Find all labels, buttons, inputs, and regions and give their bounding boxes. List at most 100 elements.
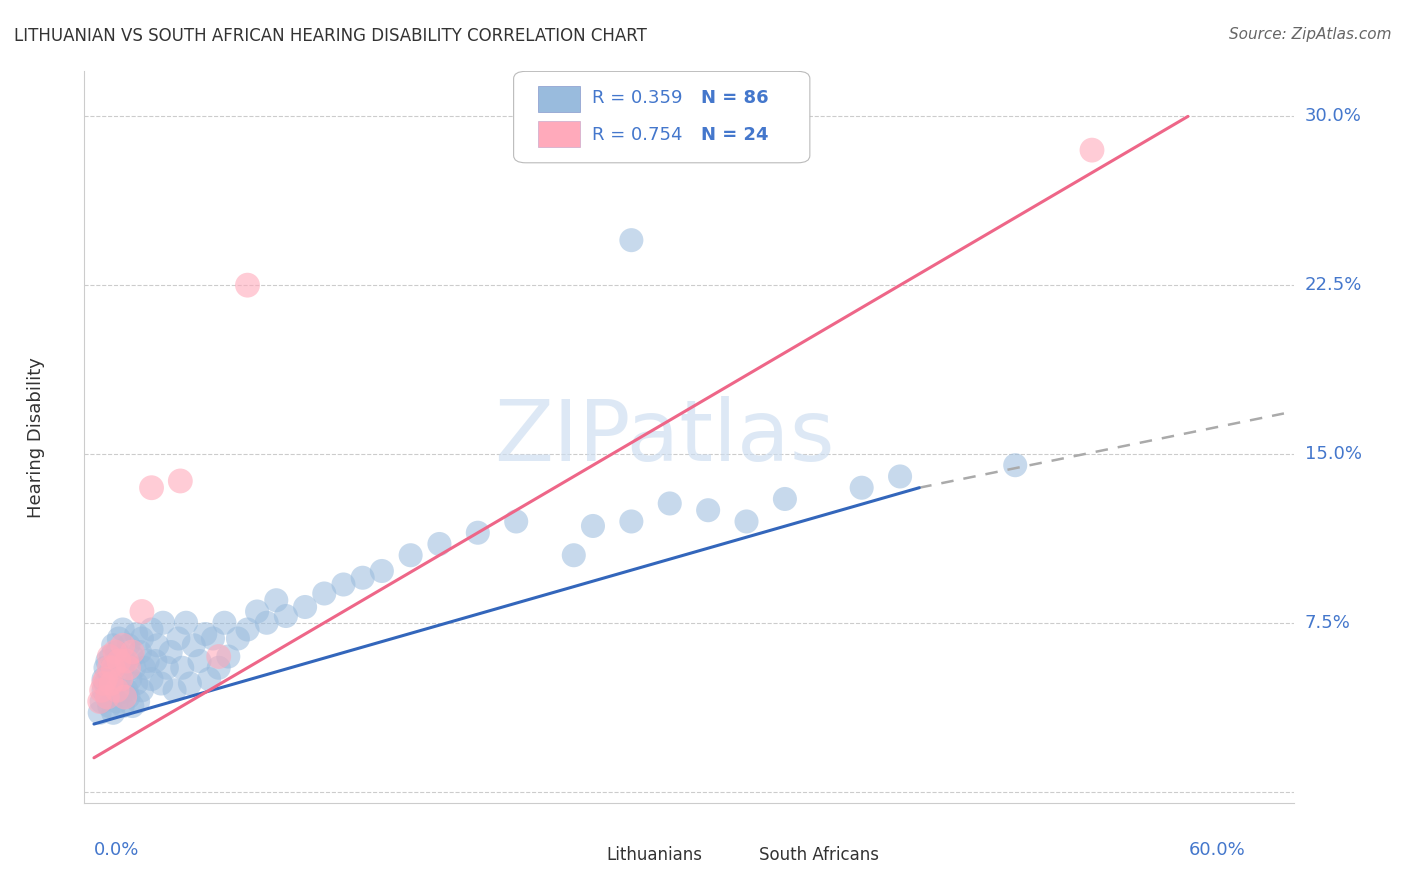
Point bbox=[110, 672, 132, 686]
Point bbox=[98, 661, 121, 675]
Point bbox=[179, 676, 201, 690]
Point bbox=[117, 661, 139, 675]
Point bbox=[582, 519, 605, 533]
Point bbox=[562, 548, 585, 562]
Point bbox=[194, 627, 217, 641]
Point bbox=[94, 672, 117, 686]
Point bbox=[169, 474, 191, 488]
Point bbox=[111, 699, 134, 714]
Text: 22.5%: 22.5% bbox=[1305, 277, 1362, 294]
Bar bbox=[538, 86, 581, 112]
Point bbox=[96, 690, 118, 704]
Point bbox=[620, 515, 643, 529]
Point bbox=[236, 278, 259, 293]
Text: Lithuanians: Lithuanians bbox=[607, 847, 703, 864]
Point bbox=[274, 609, 297, 624]
Point bbox=[163, 683, 186, 698]
Point bbox=[246, 605, 269, 619]
Point bbox=[889, 469, 911, 483]
Point bbox=[121, 699, 143, 714]
Point bbox=[256, 615, 278, 630]
Point bbox=[114, 654, 136, 668]
Point bbox=[111, 661, 134, 675]
Point bbox=[429, 537, 451, 551]
Point bbox=[236, 623, 259, 637]
Point bbox=[1081, 143, 1104, 157]
Point bbox=[399, 548, 422, 562]
Point bbox=[94, 676, 117, 690]
Point bbox=[174, 615, 197, 630]
Point bbox=[697, 503, 720, 517]
Point bbox=[141, 481, 163, 495]
Text: N = 86: N = 86 bbox=[702, 89, 769, 107]
Point bbox=[136, 654, 159, 668]
Point bbox=[167, 632, 190, 646]
Text: LITHUANIAN VS SOUTH AFRICAN HEARING DISABILITY CORRELATION CHART: LITHUANIAN VS SOUTH AFRICAN HEARING DISA… bbox=[14, 27, 647, 45]
Point bbox=[208, 661, 231, 675]
Point bbox=[314, 586, 336, 600]
Point bbox=[93, 676, 115, 690]
Point bbox=[108, 672, 131, 686]
Point bbox=[132, 661, 155, 675]
Point bbox=[352, 571, 374, 585]
Text: R = 0.754: R = 0.754 bbox=[592, 126, 683, 144]
Text: 7.5%: 7.5% bbox=[1305, 614, 1351, 632]
Point bbox=[115, 683, 138, 698]
Point bbox=[101, 706, 124, 720]
Point bbox=[111, 623, 134, 637]
Point bbox=[121, 649, 143, 664]
Point bbox=[294, 599, 316, 614]
Point bbox=[201, 632, 224, 646]
Point bbox=[101, 661, 124, 675]
Point bbox=[773, 491, 796, 506]
Point bbox=[104, 645, 127, 659]
Point bbox=[100, 681, 122, 695]
Point bbox=[105, 645, 128, 659]
Point bbox=[115, 654, 138, 668]
Point bbox=[159, 645, 181, 659]
Point bbox=[214, 615, 236, 630]
Point bbox=[131, 605, 153, 619]
Point bbox=[105, 694, 128, 708]
Point bbox=[156, 661, 179, 675]
Point bbox=[146, 638, 169, 652]
Bar bbox=[725, 846, 752, 867]
Point bbox=[89, 694, 111, 708]
Point bbox=[266, 593, 288, 607]
Point bbox=[98, 699, 121, 714]
Point bbox=[96, 690, 118, 704]
Point bbox=[145, 654, 167, 668]
Point bbox=[93, 672, 115, 686]
Point bbox=[198, 672, 221, 686]
Point bbox=[114, 690, 136, 704]
Point bbox=[131, 683, 153, 698]
Point bbox=[117, 690, 139, 704]
Point bbox=[90, 694, 112, 708]
Point bbox=[1004, 458, 1026, 473]
Text: N = 24: N = 24 bbox=[702, 126, 769, 144]
Point bbox=[122, 661, 145, 675]
Point bbox=[131, 632, 153, 646]
Text: 0.0%: 0.0% bbox=[94, 841, 139, 859]
Bar bbox=[574, 846, 600, 867]
Point bbox=[120, 672, 142, 686]
Text: ZIPatlas: ZIPatlas bbox=[495, 395, 835, 479]
Point bbox=[108, 654, 131, 668]
Point bbox=[505, 515, 527, 529]
Text: Hearing Disability: Hearing Disability bbox=[27, 357, 45, 517]
Point bbox=[172, 661, 194, 675]
Point bbox=[217, 649, 239, 664]
Point bbox=[141, 623, 163, 637]
Point bbox=[101, 638, 124, 652]
Point bbox=[98, 667, 121, 681]
Point bbox=[208, 649, 231, 664]
Point bbox=[105, 683, 128, 698]
Point bbox=[188, 654, 211, 668]
Text: South Africans: South Africans bbox=[759, 847, 879, 864]
Point bbox=[100, 649, 122, 664]
Point bbox=[121, 645, 143, 659]
Point bbox=[851, 481, 873, 495]
Point bbox=[111, 638, 134, 652]
Bar bbox=[538, 121, 581, 146]
Point bbox=[129, 645, 152, 659]
